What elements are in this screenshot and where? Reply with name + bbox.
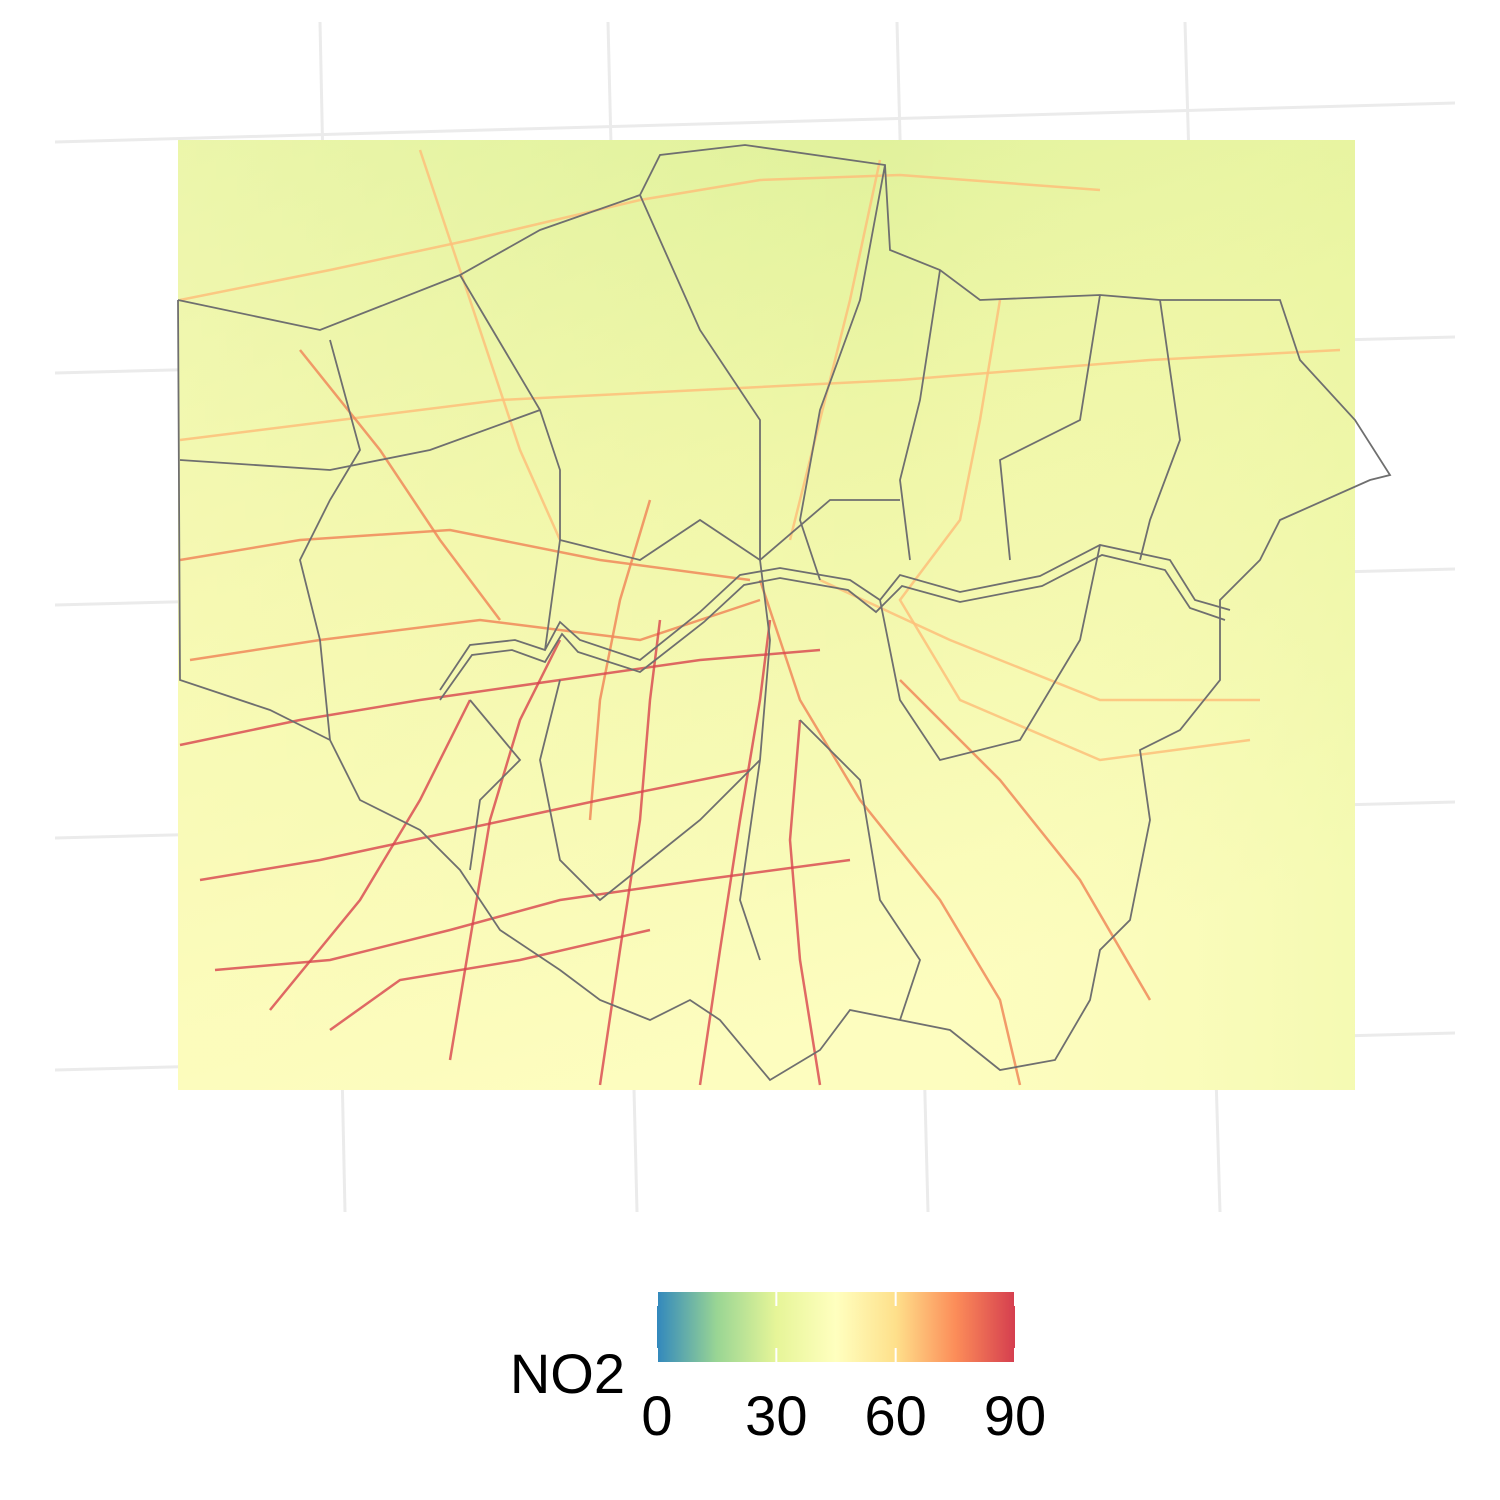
color-bar [657,1292,1015,1362]
borough-boundaries [177,144,1392,1082]
tick-label: 30 [745,1384,807,1447]
tick-label: 0 [641,1384,672,1447]
tick-label: 90 [984,1384,1046,1447]
legend: NO2 0 30 60 90 [510,1292,1046,1447]
legend-title: NO2 [510,1342,625,1405]
tick-label: 60 [865,1384,927,1447]
